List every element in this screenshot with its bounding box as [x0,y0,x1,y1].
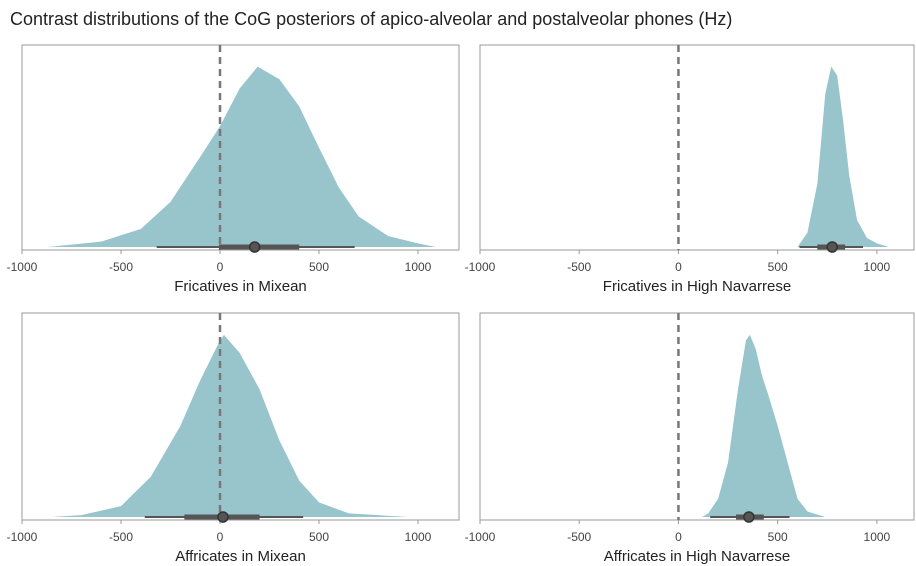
x-tick-label: -1000 [7,260,38,274]
density-area [797,66,889,248]
density-area [47,66,436,248]
x-tick-label: -1000 [465,530,496,544]
x-tick-label: 500 [309,260,329,274]
x-tick-label: -500 [567,260,591,274]
x-axis-label: Affricates in Mixean [175,548,306,565]
density-area [51,334,409,517]
panel-frame [479,312,915,521]
density-area [702,334,826,517]
median-point [248,241,261,253]
x-axis-label: Fricatives in High Navarrese [603,278,791,295]
x-tick-label: 1000 [405,260,432,274]
x-tick-label: 0 [217,260,224,274]
panel-frame [479,44,915,251]
x-tick-label: 500 [309,530,329,544]
x-axis-label: Fricatives in Mixean [174,278,307,295]
x-tick-label: 0 [217,530,224,544]
x-tick-label: -500 [109,260,133,274]
x-tick-label: 1000 [405,530,432,544]
panel-frame [21,44,460,251]
x-tick-label: 1000 [864,530,891,544]
x-tick-label: -1000 [465,260,496,274]
x-axis-label: Affricates in High Navarrese [604,548,790,565]
x-tick-label: 500 [768,260,788,274]
median-point [217,511,229,523]
x-tick-label: 1000 [864,260,891,274]
x-tick-label: -500 [567,530,591,544]
panel-frame [21,312,460,521]
x-tick-label: 0 [675,530,682,544]
x-tick-label: 0 [675,260,682,274]
chart-title: Contrast distributions of the CoG poster… [10,9,732,29]
median-point [826,241,838,253]
median-point [743,511,755,523]
x-tick-label: -1000 [7,530,38,544]
x-tick-label: 500 [768,530,788,544]
x-tick-label: -500 [109,530,133,544]
